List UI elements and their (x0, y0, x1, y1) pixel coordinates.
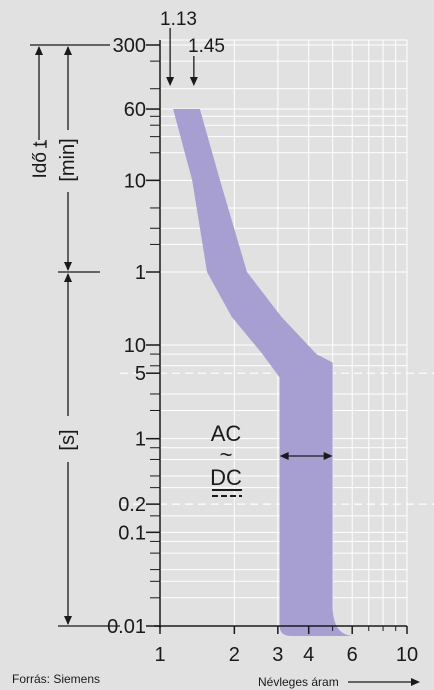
y-tick-label: 5 (135, 363, 146, 385)
y-tick-label: 300 (113, 35, 146, 57)
ac-dc-range-head-left (279, 452, 289, 460)
x-tick-label: 4 (303, 644, 314, 666)
dc-label: DC (210, 465, 242, 490)
y-tick-label: 10 (124, 335, 146, 357)
y-tick-label: 0.1 (118, 522, 146, 544)
x-tick-label: 10 (396, 644, 418, 666)
unit-min-label: [min] (57, 138, 79, 181)
x-axis-label: Névleges áram (258, 675, 339, 689)
x-tick-label: 3 (272, 644, 283, 666)
marker-1-45-label: 1.45 (188, 36, 225, 57)
chart-marks: 1 2 3 4 6 10 300 60 10 1 10 5 1 0.2 0.1 0.01 (30, 28, 420, 686)
min-arrow-head-top (64, 46, 72, 55)
y-tick-label: 1 (135, 262, 146, 284)
time-arrow-head (35, 46, 43, 55)
marker-1-13-arrow (166, 77, 175, 86)
x-tick-label: 6 (347, 644, 358, 666)
sec-arrow-head-top (64, 273, 72, 282)
y-tick-label: 1 (135, 429, 146, 451)
x-label-arrow-head (411, 678, 420, 686)
sec-arrow-head-bottom (64, 616, 72, 625)
y-axis-label: Idő t (30, 141, 51, 179)
y-tick-label: 10 (124, 170, 146, 192)
x-tick-label: 2 (229, 644, 240, 666)
marker-1-13-label: 1.13 (160, 9, 197, 30)
min-arrow-head-bottom (64, 262, 72, 271)
y-tick-label: 0.2 (118, 494, 146, 516)
y-tick-label: 0.01 (107, 616, 146, 638)
x-tick-label: 1 (154, 644, 165, 666)
unit-s-label: [s] (57, 429, 79, 450)
y-tick-label: 60 (124, 99, 146, 121)
ac-dc-range-head-right (323, 452, 333, 460)
source-note: Forrás: Siemens (12, 672, 100, 686)
marker-1-45-arrow (189, 77, 198, 86)
ac-symbol: ~ (220, 442, 233, 467)
tripping-band (173, 109, 355, 636)
ac-label: AC (211, 421, 242, 446)
